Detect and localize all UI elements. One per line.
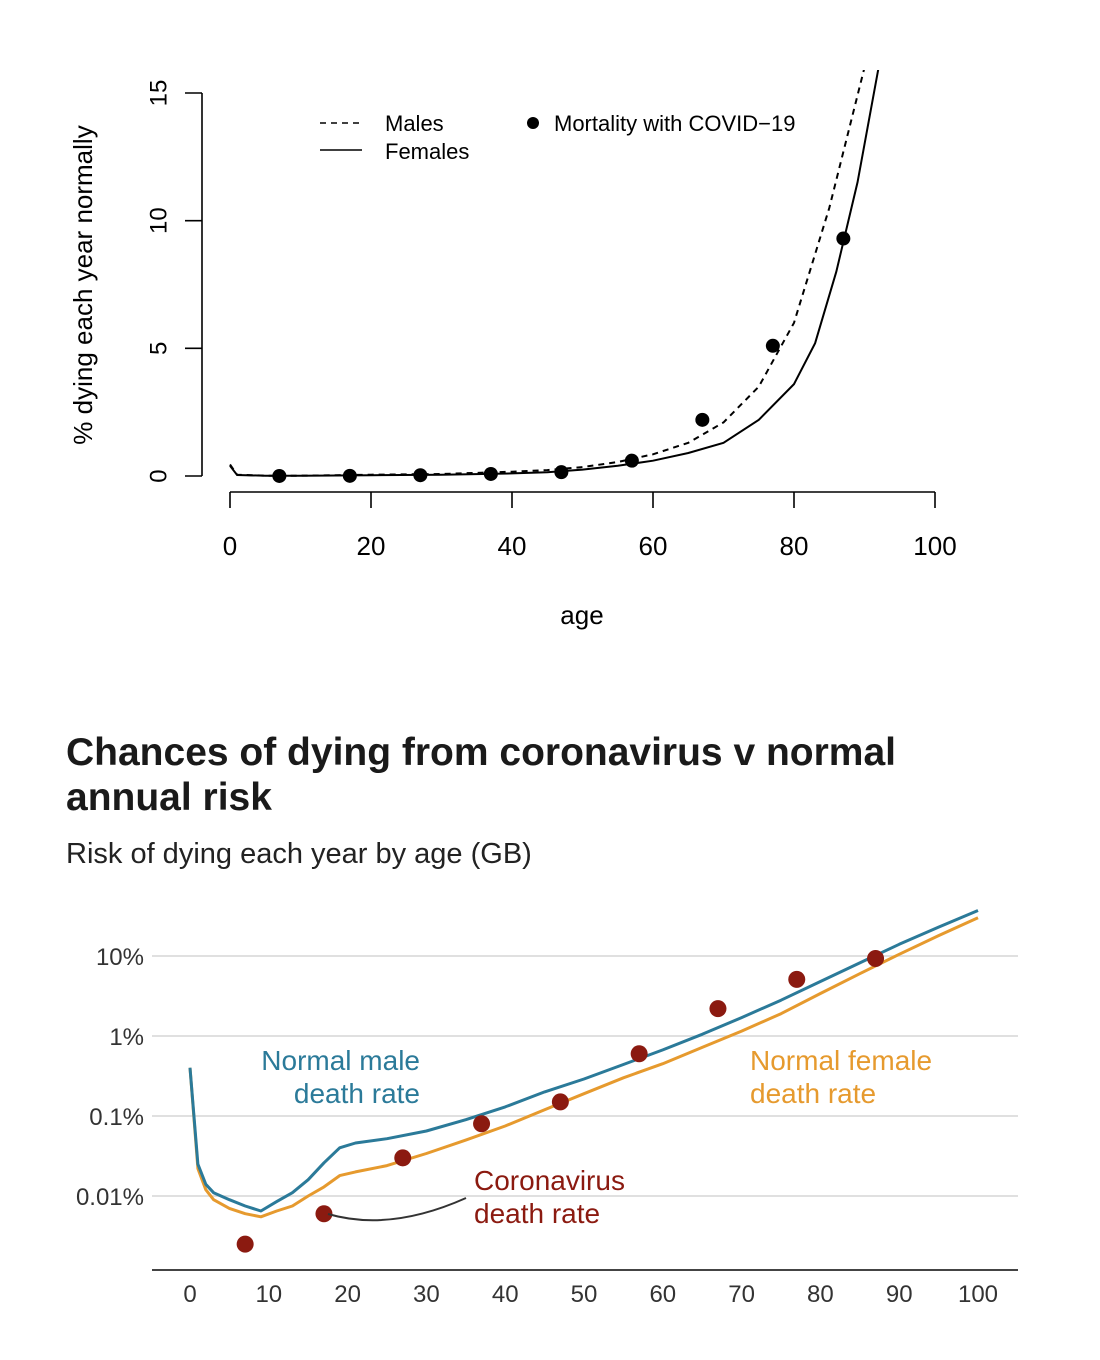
chart1-lines [229, 70, 880, 477]
chart2-points [236, 950, 885, 1253]
chart2-x-tick-label: 70 [728, 1281, 755, 1308]
chart1-x-tick-label: 100 [913, 531, 956, 561]
chart2-subtitle: Risk of dying each year by age (GB) [66, 838, 532, 870]
chart2-y-tick-label: 0.1% [89, 1104, 144, 1131]
chart1-x-tick-label: 80 [780, 531, 809, 561]
chart1-x-tick-label: 20 [357, 531, 386, 561]
chart1-x-tick-label: 40 [498, 531, 527, 561]
chart1-y-tick-label: 0 [145, 469, 172, 482]
chart2-covid-point [315, 1205, 333, 1223]
chart1-y-tick-label: 15 [145, 80, 172, 107]
chart1-x-axis-label: age [560, 600, 603, 630]
annotation-covid-line2: death rate [474, 1198, 600, 1229]
chart1-points [272, 231, 851, 483]
chart2-title: Chances of dying from coronavirus v norm… [66, 731, 897, 819]
chart2-x-tick-label: 20 [334, 1281, 361, 1308]
chart1-line-females [229, 70, 880, 477]
chart2-line-female [188, 916, 979, 1219]
chart1-covid-point [413, 468, 428, 483]
chart1-covid-point [272, 468, 287, 483]
chart2-covid-point [788, 970, 806, 988]
chart2-x-tick-label: 90 [886, 1281, 913, 1308]
chart1-y-tick-label: 10 [145, 207, 172, 234]
chart1-covid-point [765, 338, 780, 353]
legend-covid-label: Mortality with COVID−19 [554, 111, 795, 136]
chart1-covid-point [554, 465, 569, 480]
chart2-covid-point [709, 1000, 727, 1018]
chart1-covid-point [342, 468, 357, 483]
chart1-legend: Males Females Mortality with COVID−19 [320, 111, 795, 164]
legend-males-label: Males [385, 111, 444, 136]
chart2-annotations: Normal male death rate Normal female dea… [261, 1045, 932, 1229]
chart2-covid-point [630, 1045, 648, 1063]
chart1-x-tick-label: 60 [639, 531, 668, 561]
chart1-covid-point [483, 466, 498, 481]
chart2-covid-point [473, 1115, 491, 1133]
chart1-y-axis-label: % dying each year normally [68, 125, 98, 444]
chart2-y-tick-label: 1% [109, 1024, 144, 1051]
chart2-x-tick-label: 60 [649, 1281, 676, 1308]
chart2-x-tick-label: 0 [183, 1281, 196, 1308]
chart2-covid-point [551, 1093, 569, 1111]
chart2-covid-point [394, 1149, 412, 1167]
chart2-x-tick-label: 40 [492, 1281, 519, 1308]
chart-mortality-log: 10% 1% 0.1% 0.01% 0 10 20 30 40 50 60 70 80 90 100 Nor… [76, 909, 1018, 1308]
annotation-male-line2: death rate [294, 1078, 420, 1109]
chart2-x-tick-label: 30 [413, 1281, 440, 1308]
chart-mortality-linear: 0 5 10 15 0 20 40 60 80 100 Males Females Mortali… [68, 70, 957, 630]
legend-covid-swatch [527, 117, 539, 129]
annotation-covid-line1: Coronavirus [474, 1165, 625, 1196]
chart2-grid: 10% 1% 0.1% 0.01% 0 10 20 30 40 50 60 70 80 90 100 [76, 944, 1018, 1308]
chart2-y-tick-label: 10% [96, 944, 144, 971]
chart2-y-tick-label: 0.01% [76, 1184, 144, 1211]
chart2-line-male [188, 909, 979, 1213]
chart1-axes: 0 5 10 15 0 20 40 60 80 100 [145, 80, 956, 561]
chart2-covid-point [236, 1235, 254, 1253]
chart2-lines [188, 909, 979, 1219]
legend-females-label: Females [385, 139, 469, 164]
annotation-covid-pointer [327, 1197, 467, 1222]
chart2-x-tick-label: 100 [958, 1281, 998, 1308]
chart2-x-tick-label: 10 [255, 1281, 282, 1308]
chart2-x-tick-label: 80 [807, 1281, 834, 1308]
chart1-covid-point [836, 231, 851, 246]
chart2-covid-point [867, 950, 885, 968]
annotation-female-line1: Normal female [750, 1045, 932, 1076]
chart1-x-tick-label: 0 [223, 531, 237, 561]
annotation-female-line2: death rate [750, 1078, 876, 1109]
chart2-x-tick-label: 50 [571, 1281, 598, 1308]
chart1-y-tick-label: 5 [145, 342, 172, 355]
chart1-covid-point [695, 412, 710, 427]
chart1-covid-point [624, 453, 639, 468]
annotation-male-line1: Normal male [261, 1045, 420, 1076]
